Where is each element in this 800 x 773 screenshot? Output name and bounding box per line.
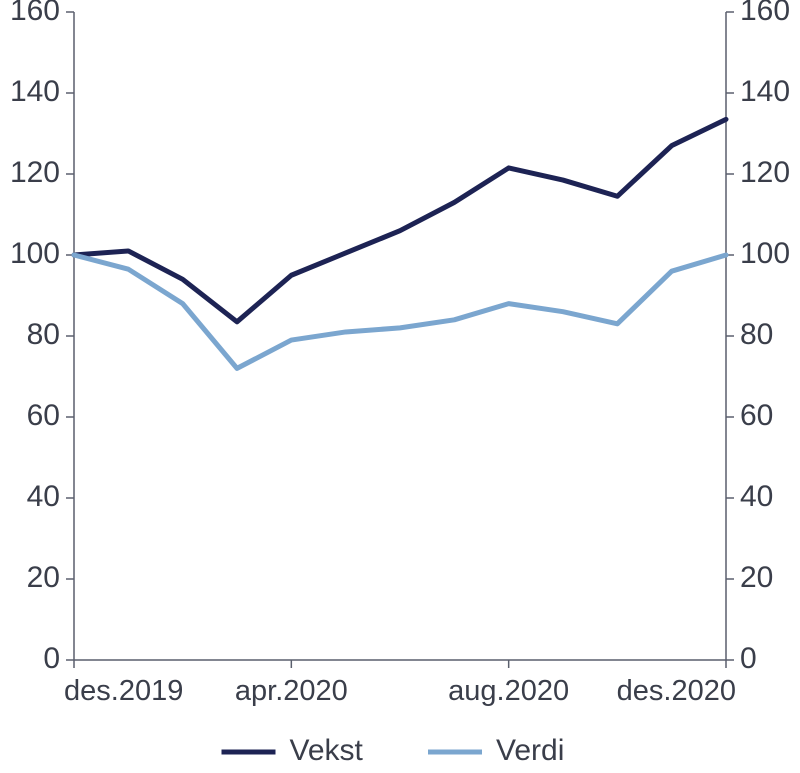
x-tick-label: des.2020 — [617, 675, 736, 707]
x-tick-label: des.2019 — [64, 675, 183, 707]
y-tick-label-right: 140 — [740, 75, 790, 108]
legend-label-verdi: Verdi — [496, 734, 564, 767]
legend-label-vekst: Vekst — [290, 734, 364, 767]
y-tick-label-left: 20 — [27, 561, 60, 594]
y-tick-label-right: 100 — [740, 237, 790, 270]
y-tick-label-left: 120 — [10, 156, 60, 189]
y-tick-label-right: 160 — [740, 0, 790, 27]
y-tick-label-left: 0 — [43, 642, 60, 675]
x-tick-label: apr.2020 — [235, 675, 348, 707]
y-tick-label-right: 20 — [740, 561, 773, 594]
y-tick-label-left: 40 — [27, 480, 60, 513]
y-tick-label-right: 120 — [740, 156, 790, 189]
y-tick-label-left: 100 — [10, 237, 60, 270]
x-tick-label: aug.2020 — [448, 675, 569, 707]
y-tick-label-right: 60 — [740, 399, 773, 432]
y-tick-label-left: 140 — [10, 75, 60, 108]
y-tick-label-right: 40 — [740, 480, 773, 513]
chart-svg: 0 0 20 20 40 40 60 60 80 80 100 100 120 120 140 140 160 1… — [0, 0, 800, 773]
y-tick-label-right: 80 — [740, 318, 773, 351]
line-chart: 0 0 20 20 40 40 60 60 80 80 100 100 120 120 140 140 160 1… — [0, 0, 800, 773]
y-tick-label-left: 60 — [27, 399, 60, 432]
y-tick-label-left: 160 — [10, 0, 60, 27]
y-tick-label-right: 0 — [740, 642, 757, 675]
y-tick-label-left: 80 — [27, 318, 60, 351]
